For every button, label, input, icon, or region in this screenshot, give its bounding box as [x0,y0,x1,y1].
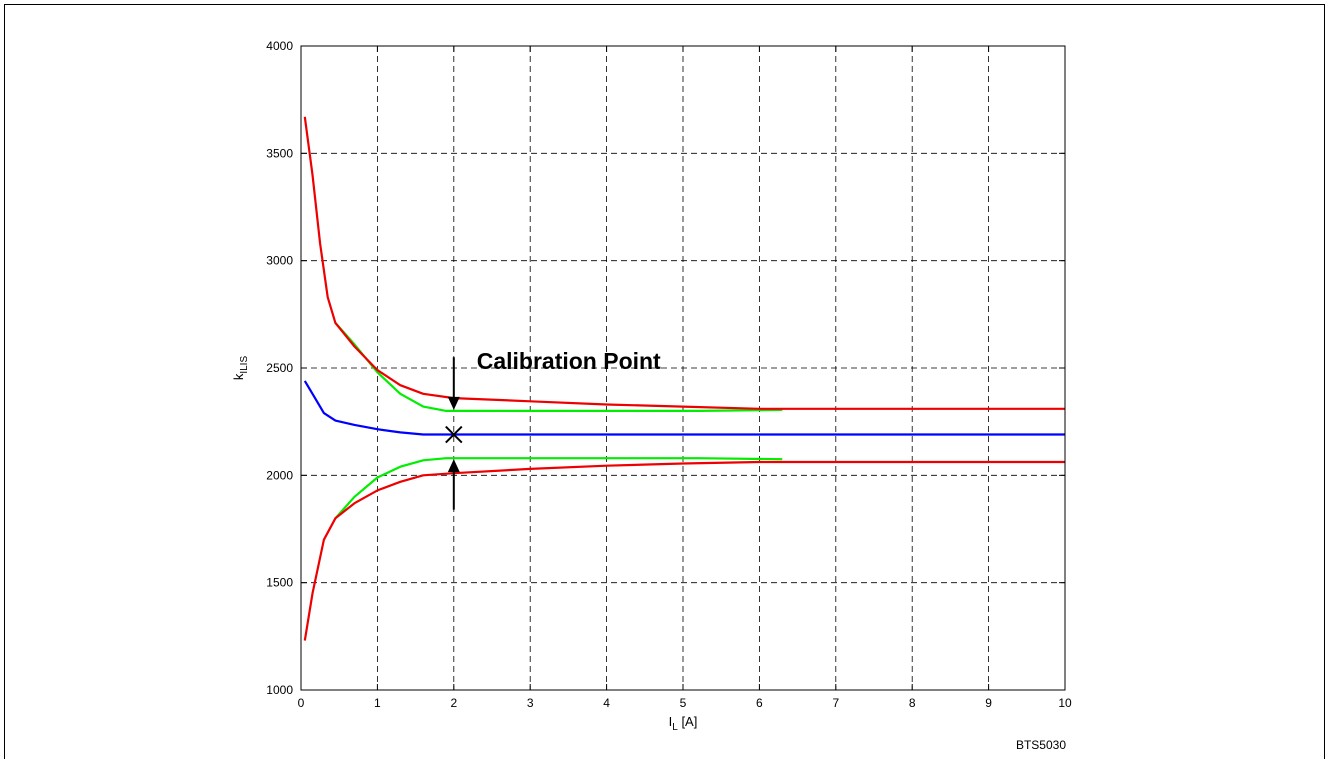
calibration-marker-stroke-b [445,425,463,444]
x-tick-label: 6 [756,696,763,710]
x-tick-label: 5 [680,696,687,710]
y-tick-label: 3000 [266,254,293,268]
x-axis-label: IL [A] [669,714,698,733]
x-tick-label: 4 [603,696,610,710]
annotations [445,357,463,510]
y-tick-label: 2500 [266,361,293,375]
figure-identifier: BTS5030 [1016,738,1066,752]
x-tick-label: 7 [832,696,839,710]
arrow-up-head [447,459,460,473]
y-tick-label: 3500 [266,146,293,160]
series-line-3 [303,116,1065,410]
x-tick-label: 10 [1058,696,1072,710]
x-tick-label: 3 [527,696,534,710]
x-tick-label: 9 [985,696,992,710]
y-axis-label: kILIS [231,356,250,381]
y-tick-label: 4000 [266,39,293,53]
series-group [303,116,1065,641]
y-tick-label: 1000 [266,683,293,697]
x-tick-label: 2 [450,696,457,710]
calibration-point-label: Calibration Point [477,348,661,374]
grid-lines [301,46,1065,690]
x-tick-label: 1 [374,696,381,710]
x-tick-label: 0 [298,696,305,710]
y-axis-ticks: 1000 1500 2000 2500 3000 3500 4000 [266,39,1065,697]
y-tick-label: 2000 [266,468,293,482]
y-tick-label: 1500 [266,576,293,590]
figure-frame [4,4,1325,759]
series-line-0 [303,380,1065,436]
arrow-down-head [447,396,460,410]
x-tick-label: 8 [909,696,916,710]
series-line-2 [334,457,783,520]
x-axis-ticks: 0 1 2 3 4 5 6 7 8 9 10 [298,46,1072,710]
series-line-4 [303,460,1065,641]
